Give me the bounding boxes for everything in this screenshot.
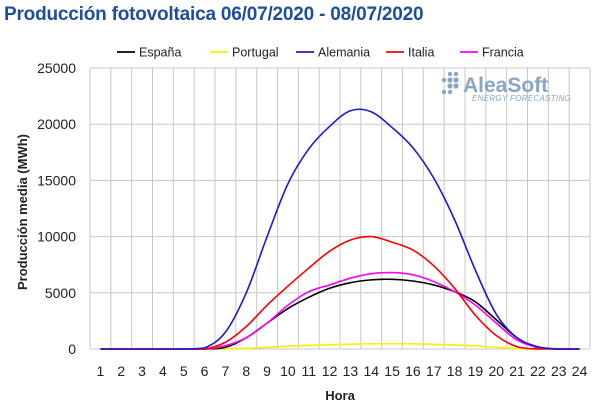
- logo-dot: [441, 89, 447, 95]
- x-tick-label: 24: [572, 363, 588, 379]
- x-tick-label: 3: [138, 363, 146, 379]
- x-tick-label: 4: [159, 363, 167, 379]
- x-tick-label: 6: [201, 363, 209, 379]
- logo-dot: [447, 71, 453, 77]
- series-line-alemania: [100, 108, 580, 350]
- logo-dot: [447, 77, 453, 83]
- y-tick-label: 20000: [37, 116, 76, 132]
- x-tick-label: 20: [488, 363, 504, 379]
- legend: España Portugal Alemania Italia Francia: [117, 46, 524, 60]
- logo-dot: [453, 83, 459, 89]
- x-tick-label: 16: [405, 363, 421, 379]
- x-axis-ticks: 1 2 3 4 5 6 7 8 9 10 11 12 13 14 15 16 17 18 19 20 21 22 23 24: [97, 363, 588, 379]
- y-tick-label: 0: [68, 341, 76, 357]
- x-axis-title: Hora: [325, 388, 355, 403]
- x-tick-label: 19: [468, 363, 484, 379]
- watermark-tagline: ENERGY FORECASTING: [472, 94, 571, 103]
- x-tick-label: 13: [343, 363, 359, 379]
- logo-dot: [453, 77, 459, 83]
- y-axis-ticks: 0 5000 10000 15000 20000 25000: [37, 60, 76, 357]
- logo-dot: [453, 71, 459, 77]
- aleasoft-watermark: AleaSoft ENERGY FORECASTING: [441, 71, 571, 103]
- x-tick-label: 22: [530, 363, 546, 379]
- x-tick-label: 8: [242, 363, 250, 379]
- x-tick-label: 23: [551, 363, 567, 379]
- logo-dot: [441, 77, 447, 83]
- x-tick-label: 7: [222, 363, 230, 379]
- x-tick-label: 2: [117, 363, 125, 379]
- x-tick-label: 18: [447, 363, 463, 379]
- legend-label: Alemania: [318, 46, 370, 60]
- y-tick-label: 25000: [37, 60, 76, 76]
- legend-label: Francia: [482, 46, 524, 60]
- x-tick-label: 1: [97, 363, 105, 379]
- x-tick-label: 10: [280, 363, 296, 379]
- legend-label: Portugal: [232, 46, 279, 60]
- x-tick-label: 5: [180, 363, 188, 379]
- x-tick-label: 12: [322, 363, 338, 379]
- x-tick-label: 15: [384, 363, 400, 379]
- aleasoft-logo-icon: [441, 71, 459, 95]
- chart-title: Producción fotovoltaica 06/07/2020 - 08/…: [4, 4, 424, 25]
- y-tick-label: 10000: [37, 229, 76, 245]
- legend-label: España: [139, 46, 181, 60]
- x-tick-label: 17: [426, 363, 442, 379]
- x-tick-label: 11: [301, 363, 316, 379]
- y-tick-label: 5000: [45, 285, 76, 301]
- grid-lines: [89, 67, 591, 350]
- x-tick-label: 14: [363, 363, 379, 379]
- logo-dot: [447, 89, 453, 95]
- watermark-name: AleaSoft: [463, 74, 548, 97]
- logo-dot: [447, 83, 453, 89]
- series-lines: [100, 108, 580, 350]
- y-axis-title: Producción media (MWh): [15, 134, 30, 290]
- y-tick-label: 15000: [37, 172, 76, 188]
- legend-label: Italia: [408, 46, 434, 60]
- x-tick-label: 21: [509, 363, 525, 379]
- x-tick-label: 9: [263, 363, 271, 379]
